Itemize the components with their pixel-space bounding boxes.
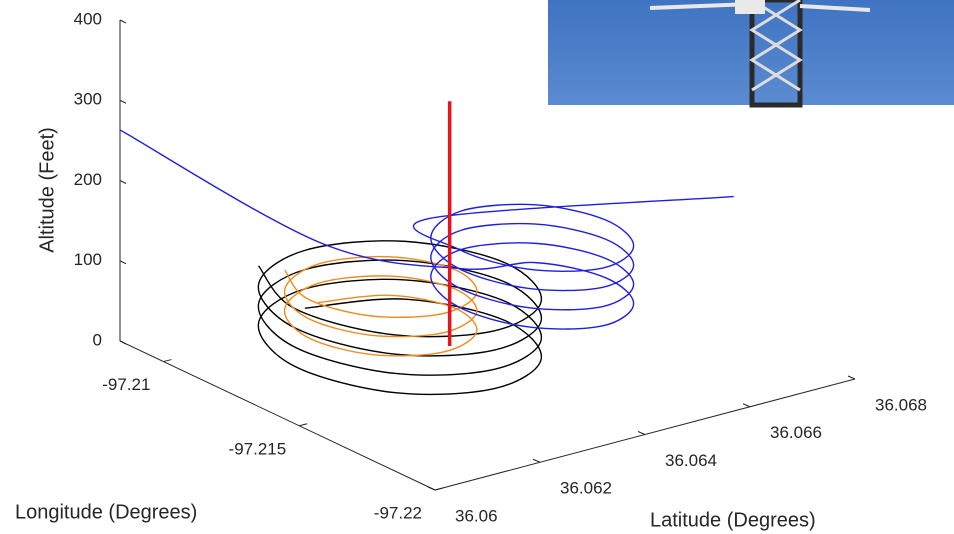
y-tick-label: 36.066 [770,423,822,442]
z-tick-label: 0 [93,330,102,349]
z-tick-label: 400 [74,9,102,28]
x-tick-label: -97.215 [229,439,287,458]
y-tick-label: 36.062 [560,479,612,498]
z-axis-label: Altitude (Feet) [36,127,58,253]
z-tick-label: 200 [74,170,102,189]
x-tick [434,487,444,491]
x-tick-label: -97.21 [102,375,150,394]
z-tick [119,340,127,345]
y-tick-label: 36.064 [665,451,717,470]
y-tick-label: 36.068 [875,395,927,414]
y-tick [637,431,646,435]
x-tick-label: -97.22 [374,503,422,522]
tower-equipment [735,0,765,14]
z-tick [119,260,127,265]
x-axis-label: Longitude (Degrees) [15,501,197,523]
y-tick [532,458,541,463]
x-tick [163,359,172,363]
z-tick [119,180,127,184]
x-axis-line [119,340,436,491]
z-tick [119,19,127,24]
y-tick [742,403,751,408]
y-tick [847,375,856,380]
y-tick [427,486,436,491]
y-tick-label: 36.06 [455,506,498,525]
trajectory [119,129,734,330]
z-tick [119,99,127,104]
z-tick-label: 100 [74,250,102,269]
x-tick [299,423,308,427]
trajectory [257,240,542,396]
tower [749,0,803,108]
y-axis-label: Latitude (Degrees) [650,509,816,531]
tower-lattice [749,0,803,92]
photo-inset [548,0,954,108]
z-tick-label: 300 [74,90,102,109]
